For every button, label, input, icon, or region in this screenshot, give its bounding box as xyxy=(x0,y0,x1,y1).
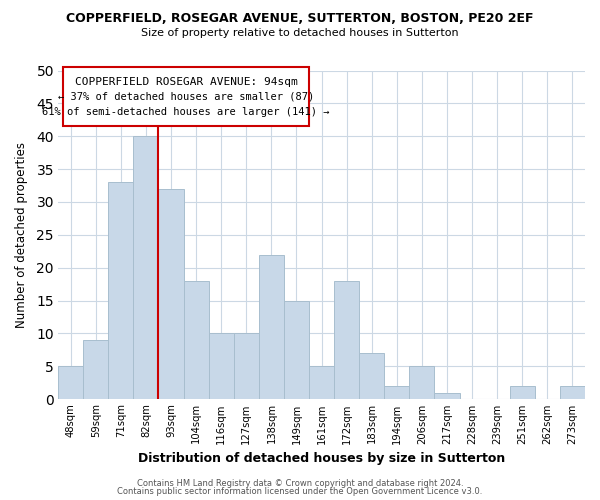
Text: Size of property relative to detached houses in Sutterton: Size of property relative to detached ho… xyxy=(141,28,459,38)
Bar xyxy=(234,334,259,399)
Y-axis label: Number of detached properties: Number of detached properties xyxy=(15,142,28,328)
Bar xyxy=(83,340,109,399)
Bar xyxy=(284,300,309,399)
Bar xyxy=(184,281,209,399)
Text: COPPERFIELD, ROSEGAR AVENUE, SUTTERTON, BOSTON, PE20 2EF: COPPERFIELD, ROSEGAR AVENUE, SUTTERTON, … xyxy=(66,12,534,26)
Bar xyxy=(510,386,535,399)
Text: Contains HM Land Registry data © Crown copyright and database right 2024.: Contains HM Land Registry data © Crown c… xyxy=(137,478,463,488)
Bar xyxy=(209,334,234,399)
Bar xyxy=(133,136,158,399)
X-axis label: Distribution of detached houses by size in Sutterton: Distribution of detached houses by size … xyxy=(138,452,505,465)
Bar xyxy=(434,392,460,399)
FancyBboxPatch shape xyxy=(63,67,309,126)
Bar xyxy=(334,281,359,399)
Bar xyxy=(58,366,83,399)
Bar xyxy=(109,182,133,399)
Bar xyxy=(560,386,585,399)
Text: ← 37% of detached houses are smaller (87): ← 37% of detached houses are smaller (87… xyxy=(58,92,314,102)
Text: 61% of semi-detached houses are larger (141) →: 61% of semi-detached houses are larger (… xyxy=(43,106,330,117)
Text: COPPERFIELD ROSEGAR AVENUE: 94sqm: COPPERFIELD ROSEGAR AVENUE: 94sqm xyxy=(75,77,298,87)
Bar xyxy=(359,353,384,399)
Bar xyxy=(309,366,334,399)
Bar xyxy=(259,254,284,399)
Bar xyxy=(158,189,184,399)
Bar xyxy=(384,386,409,399)
Text: Contains public sector information licensed under the Open Government Licence v3: Contains public sector information licen… xyxy=(118,487,482,496)
Bar xyxy=(409,366,434,399)
